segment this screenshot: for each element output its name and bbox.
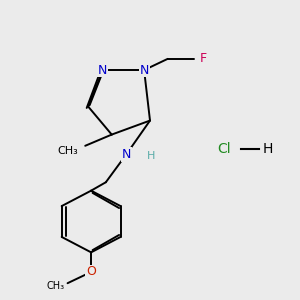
Text: Cl: Cl [217,142,230,156]
Text: N: N [98,64,108,76]
Text: CH₃: CH₃ [47,281,65,291]
Text: H: H [147,151,156,160]
Text: N: N [140,64,149,76]
Text: O: O [86,266,96,278]
Text: CH₃: CH₃ [57,146,78,156]
Text: N: N [122,148,131,161]
Text: F: F [200,52,207,65]
Text: H: H [262,142,273,156]
